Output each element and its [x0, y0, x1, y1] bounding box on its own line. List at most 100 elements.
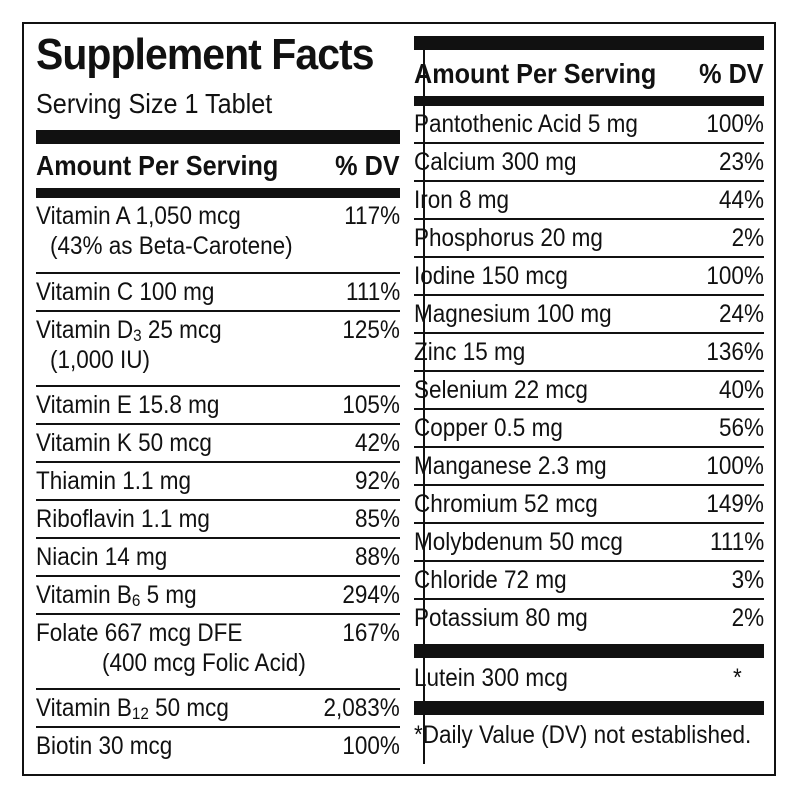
nutrient-name: Selenium 22 mcg: [414, 376, 588, 404]
nutrient-dv: 100%: [706, 452, 764, 480]
nutrient-row: Molybdenum 50 mcg 111%: [414, 524, 764, 562]
nutrient-dv: 117%: [344, 202, 400, 230]
column-header: Amount Per Serving % DV: [36, 144, 400, 184]
nutrient-name: Vitamin D3 25 mcg: [36, 316, 222, 345]
nutrient-dv: 100%: [706, 262, 764, 290]
nutrient-row: Magnesium 100 mg 24%: [414, 296, 764, 334]
dv-heading: % DV: [335, 150, 400, 181]
nutrient-name: Chromium 52 mcg: [414, 490, 598, 518]
nutrient-name: Iron 8 mg: [414, 186, 510, 214]
nutrient-row: Vitamin A 1,050 mcg 117% (43% as Beta-Ca…: [36, 198, 400, 274]
nutrient-dv: 167%: [342, 619, 400, 647]
nutrient-note: (1,000 IU): [50, 346, 151, 374]
nutrient-dv: 88%: [354, 543, 400, 571]
nutrient-row: Chloride 72 mg 3%: [414, 562, 764, 600]
footnote: *Daily Value (DV) not established.: [414, 721, 752, 749]
nutrient-name: Vitamin B12 50 mcg: [36, 694, 229, 723]
supplement-facts-panel: Supplement Facts Serving Size 1 Tablet A…: [22, 22, 776, 776]
nutrient-row: Pantothenic Acid 5 mg 100%: [414, 106, 764, 144]
serving-size: Serving Size 1 Tablet: [36, 88, 273, 119]
nutrient-dv: 3%: [731, 566, 764, 594]
nutrient-row: Iron 8 mg 44%: [414, 182, 764, 220]
amount-per-serving-heading: Amount Per Serving: [414, 58, 657, 89]
nutrient-dv: 85%: [354, 505, 400, 533]
nutrient-row: Copper 0.5 mg 56%: [414, 410, 764, 448]
nutrient-dv: 44%: [718, 186, 764, 214]
nutrient-dv: *: [733, 664, 742, 692]
nutrient-row: Iodine 150 mcg 100%: [414, 258, 764, 296]
nutrient-row: Lutein 300 mcg *: [414, 660, 764, 700]
medium-rule: [414, 96, 764, 106]
nutrient-dv: 2%: [731, 224, 764, 252]
nutrient-row: Riboflavin 1.1 mg 85%: [36, 501, 400, 539]
nutrient-name: Vitamin A 1,050 mcg: [36, 202, 241, 230]
nutrient-dv: 2,083%: [323, 694, 400, 722]
nutrient-dv: 92%: [354, 467, 400, 495]
nutrient-row: Chromium 52 mcg 149%: [414, 486, 764, 524]
nutrient-row: Niacin 14 mg 88%: [36, 539, 400, 577]
nutrient-name: Vitamin C 100 mg: [36, 278, 215, 306]
nutrient-name: Potassium 80 mg: [414, 604, 588, 632]
nutrient-row: Selenium 22 mcg 40%: [414, 372, 764, 410]
nutrient-dv: 136%: [706, 338, 764, 366]
column-divider: [423, 36, 425, 764]
nutrient-name: Folate 667 mcg DFE: [36, 619, 243, 647]
thick-rule: [36, 130, 400, 144]
nutrient-name: Molybdenum 50 mcg: [414, 528, 623, 556]
nutrient-dv: 23%: [718, 148, 764, 176]
panel-title: Supplement Facts: [36, 30, 374, 79]
nutrient-dv: 105%: [342, 391, 400, 419]
dv-heading: % DV: [699, 58, 764, 89]
nutrient-dv: 24%: [718, 300, 764, 328]
nutrient-row: Vitamin B12 50 mcg 2,083%: [36, 690, 400, 728]
nutrient-row: Zinc 15 mg 136%: [414, 334, 764, 372]
nutrient-name: Zinc 15 mg: [414, 338, 526, 366]
nutrient-dv: 56%: [718, 414, 764, 442]
nutrient-name: Niacin 14 mg: [36, 543, 168, 571]
nutrient-dv: 125%: [342, 316, 400, 344]
nutrient-name: Biotin 30 mcg: [36, 732, 173, 760]
thick-rule: [414, 36, 764, 50]
nutrient-name: Calcium 300 mg: [414, 148, 577, 176]
nutrient-name: Thiamin 1.1 mg: [36, 467, 192, 495]
nutrient-row: Folate 667 mcg DFE 167% (400 mcg Folic A…: [36, 615, 400, 690]
nutrient-row: Biotin 30 mcg 100%: [36, 728, 400, 764]
nutrient-row: Thiamin 1.1 mg 92%: [36, 463, 400, 501]
nutrient-name: Phosphorus 20 mg: [414, 224, 603, 252]
nutrient-row: Calcium 300 mg 23%: [414, 144, 764, 182]
nutrient-row: Phosphorus 20 mg 2%: [414, 220, 764, 258]
nutrient-name: Iodine 150 mcg: [414, 262, 568, 290]
column-header: Amount Per Serving % DV: [414, 52, 764, 92]
nutrient-row: Potassium 80 mg 2%: [414, 600, 764, 636]
nutrient-dv: 100%: [342, 732, 400, 760]
nutrient-name: Pantothenic Acid 5 mg: [414, 110, 638, 138]
nutrient-dv: 111%: [345, 278, 400, 306]
nutrient-dv: 40%: [718, 376, 764, 404]
nutrient-dv: 111%: [709, 528, 764, 556]
thick-rule: [414, 701, 764, 715]
nutrient-note: (400 mcg Folic Acid): [102, 649, 306, 677]
nutrient-note: (43% as Beta-Carotene): [50, 232, 293, 260]
nutrient-dv: 149%: [706, 490, 764, 518]
nutrient-row: Manganese 2.3 mg 100%: [414, 448, 764, 486]
nutrient-name: Vitamin K 50 mcg: [36, 429, 212, 457]
nutrient-row: Vitamin B6 5 mg 294%: [36, 577, 400, 615]
nutrient-dv: 100%: [706, 110, 764, 138]
nutrient-name: Riboflavin 1.1 mg: [36, 505, 210, 533]
nutrient-name: Lutein 300 mcg: [414, 664, 568, 692]
nutrient-name: Manganese 2.3 mg: [414, 452, 607, 480]
nutrient-name: Copper 0.5 mg: [414, 414, 563, 442]
medium-rule: [36, 188, 400, 198]
nutrient-name: Vitamin B6 5 mg: [36, 581, 197, 610]
nutrient-row: Vitamin D3 25 mcg 125% (1,000 IU): [36, 312, 400, 387]
nutrient-name: Vitamin E 15.8 mg: [36, 391, 220, 419]
amount-per-serving-heading: Amount Per Serving: [36, 150, 279, 181]
nutrient-row: Vitamin C 100 mg 111%: [36, 274, 400, 312]
nutrient-dv: 294%: [342, 581, 400, 609]
nutrient-row: Vitamin K 50 mcg 42%: [36, 425, 400, 463]
nutrient-dv: 2%: [731, 604, 764, 632]
nutrient-name: Magnesium 100 mg: [414, 300, 612, 328]
nutrient-row: Vitamin E 15.8 mg 105%: [36, 387, 400, 425]
nutrient-name: Chloride 72 mg: [414, 566, 567, 594]
nutrient-dv: 42%: [354, 429, 400, 457]
